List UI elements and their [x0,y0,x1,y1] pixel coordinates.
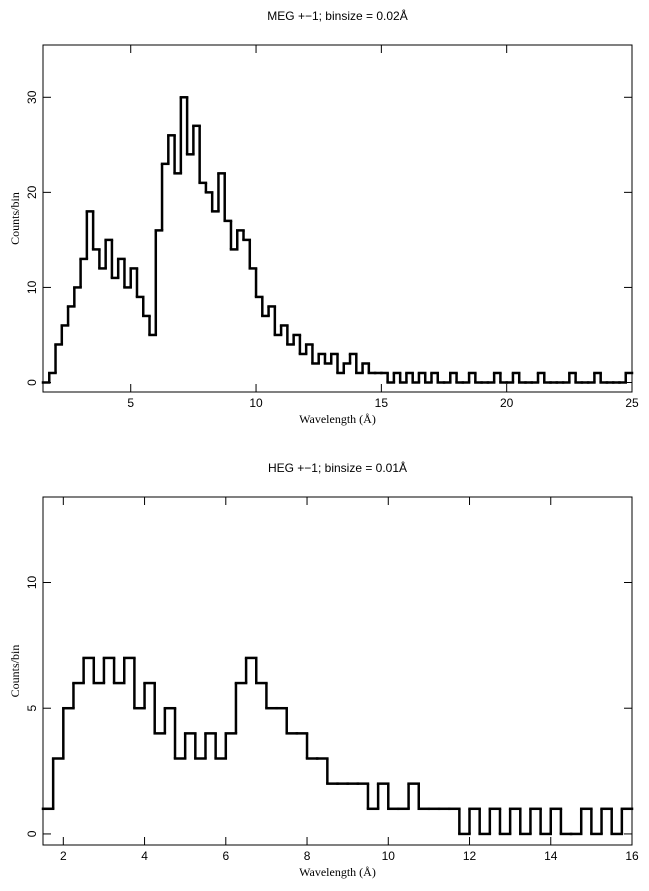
x-tick-label: 25 [625,396,639,410]
y-tick-label: 5 [25,705,39,712]
x-tick-label: 6 [222,849,229,863]
x-tick-label: 14 [544,849,558,863]
x-tick-label: 5 [127,396,134,410]
chart-title: MEG +−1; binsize = 0.02Å [267,8,407,23]
y-tick-label: 30 [25,90,39,104]
chart-title: HEG +−1; binsize = 0.01Å [268,460,407,475]
plot-frame [42,496,633,846]
y-tick-label: 0 [25,379,39,386]
x-tick-label: 8 [304,849,311,863]
y-tick-label: 0 [25,830,39,837]
y-tick-label: 10 [25,575,39,589]
x-tick-label: 10 [249,396,263,410]
x-tick-label: 2 [60,849,67,863]
plot-frame [42,44,633,393]
y-tick-label: 20 [25,185,39,199]
x-tick-label: 16 [625,849,639,863]
y-tick-label: 10 [25,280,39,294]
x-tick-label: 10 [382,849,396,863]
x-axis-label: Wavelength (Å) [299,412,376,426]
x-tick-label: 20 [500,396,514,410]
y-axis-label: Counts/bin [8,645,22,698]
x-tick-label: 4 [141,849,148,863]
x-tick-label: 12 [463,849,477,863]
y-axis-label: Counts/bin [8,192,22,245]
x-axis-label: Wavelength (Å) [299,865,376,879]
x-tick-label: 15 [375,396,389,410]
